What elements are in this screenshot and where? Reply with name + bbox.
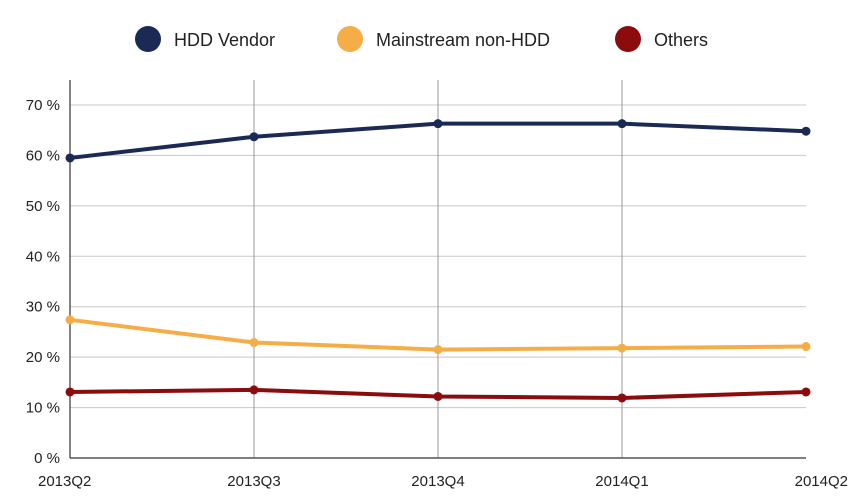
series-point-2 [617,393,627,403]
legend-label-2: Others [654,30,708,50]
x-tick-label: 2013Q4 [411,473,464,490]
y-axis-ticks: 0 % 10 % 20 % 30 % 40 % 50 % 60 % 70 % [26,97,60,467]
series-point-0 [617,119,627,129]
series-point-2 [65,387,75,397]
y-tick-label: 60 % [26,147,60,164]
legend-marker-0 [135,26,161,52]
series-point-0 [249,132,259,142]
x-axis-ticks: 2013Q2 2013Q3 2013Q4 2014Q1 2014Q2 [38,473,848,490]
legend-marker-2 [615,26,641,52]
series-point-2 [801,387,811,397]
series-point-0 [801,126,811,136]
series-point-0 [433,119,443,129]
series-point-1 [65,315,75,325]
grid [70,80,806,458]
series-lines [65,119,811,403]
y-tick-label: 30 % [26,299,60,316]
x-tick-label: 2013Q2 [38,473,91,490]
series-point-1 [801,342,811,352]
legend-label-0: HDD Vendor [174,30,275,50]
y-tick-label: 20 % [26,349,60,366]
legend: HDD Vendor Mainstream non-HDD Others [135,26,708,52]
y-tick-label: 70 % [26,97,60,114]
legend-marker-1 [337,26,363,52]
series-point-1 [433,345,443,355]
series-point-1 [249,338,259,348]
legend-label-1: Mainstream non-HDD [376,30,550,50]
y-tick-label: 50 % [26,198,60,215]
series-point-1 [617,343,627,353]
y-tick-label: 10 % [26,400,60,417]
x-tick-label: 2014Q1 [595,473,648,490]
x-tick-label: 2014Q2 [795,473,848,490]
y-tick-label: 40 % [26,248,60,265]
series-point-0 [65,153,75,163]
series-point-2 [249,385,259,395]
x-tick-label: 2013Q3 [227,473,280,490]
y-tick-label: 0 % [34,450,60,467]
series-point-2 [433,391,443,401]
